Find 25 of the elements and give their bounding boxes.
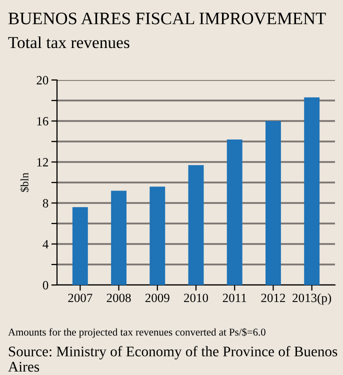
x-tick-label: 2007 [68,294,92,302]
bar [72,207,88,285]
bar [304,97,320,285]
chart-subtitle: Total tax revenues [8,36,130,48]
y-axis-title: $bln [20,172,30,192]
text: Amounts for the projected tax revenues converted at Ps/$=6.0 [8,328,266,338]
x-tick-label: 2009 [145,294,170,302]
x-tick-label: 2011 [222,294,246,302]
x-tick-label: 2008 [106,294,131,302]
bar [188,165,204,285]
chart-title: BUENOS AIRES FISCAL IMPROVEMENT [8,12,326,24]
y-tick-label: 12 [37,158,48,166]
y-tick-label: 20 [36,76,48,84]
y-tick-label: 4 [42,240,48,248]
bar [266,121,281,285]
source-note: Source: Ministry of Economy of the Province of Buenos Aires [8,346,338,372]
x-tick-label: 2013(p) [292,293,332,305]
bar [226,139,242,285]
bar [150,186,166,285]
x-tick-label: 2010 [184,294,208,302]
y-tick-label: 16 [37,117,48,126]
y-tick-label: 0 [42,281,48,290]
y-tick-label: 8 [42,199,48,208]
x-tick-label: 2012 [261,294,286,302]
bar [111,190,126,285]
